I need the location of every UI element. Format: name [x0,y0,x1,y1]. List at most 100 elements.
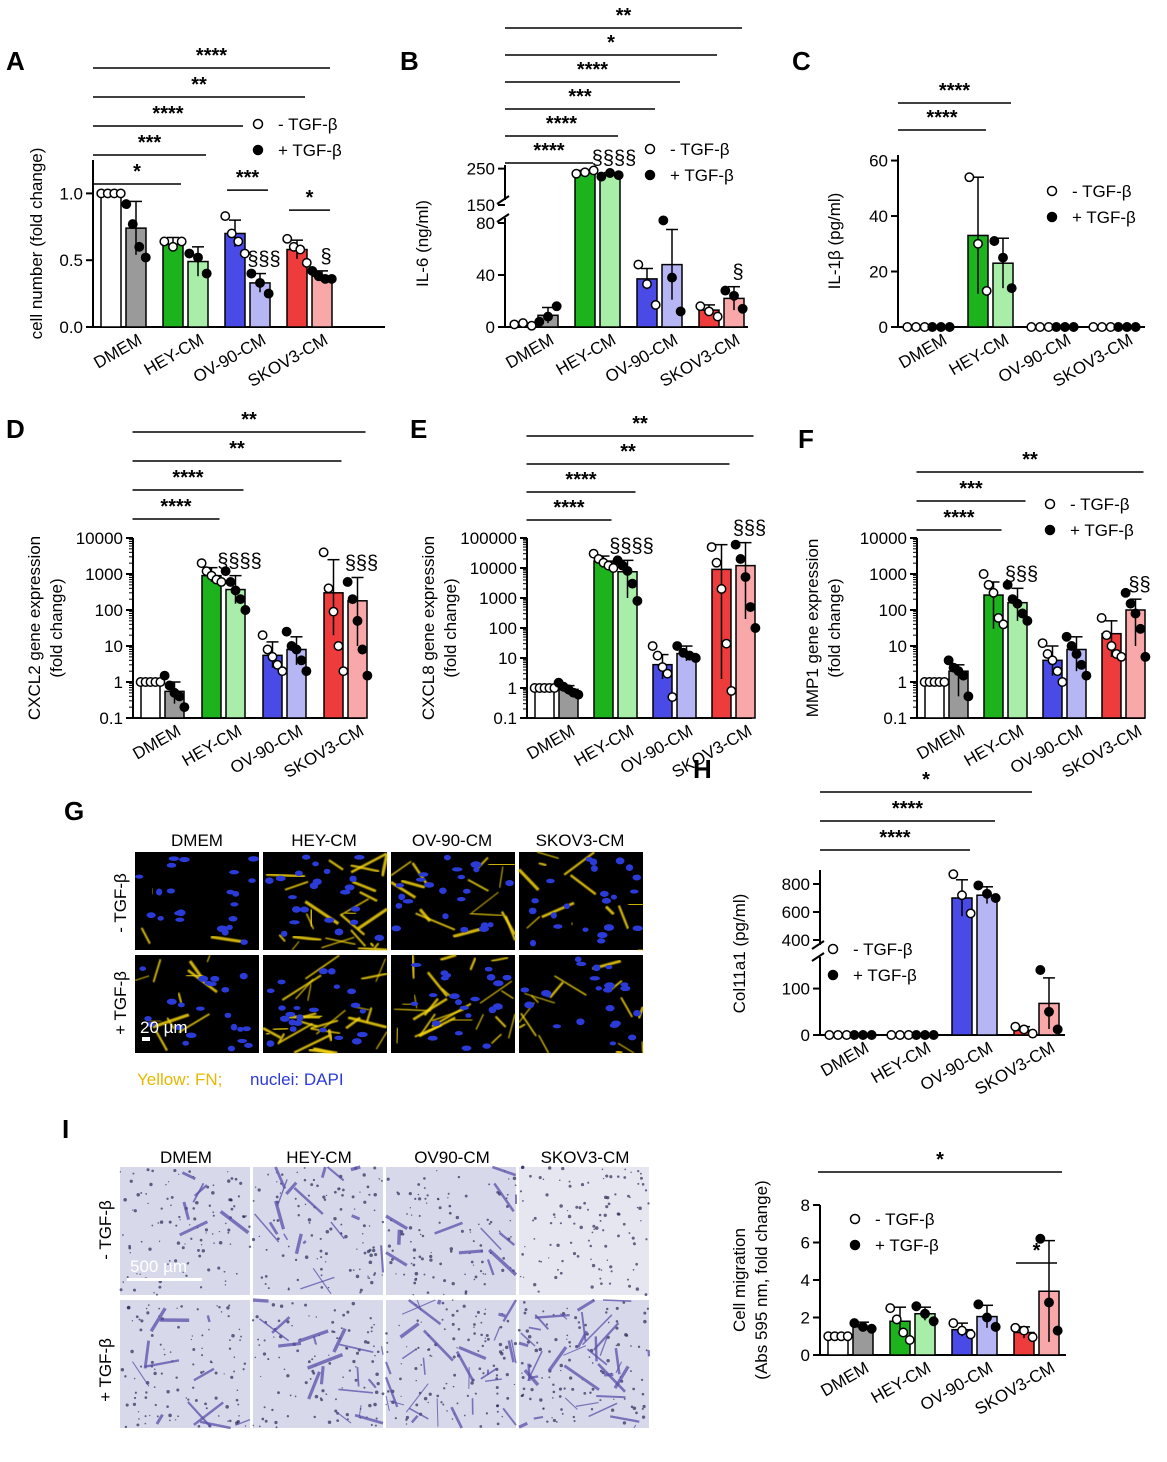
nucleus [553,924,563,929]
pore-dot [482,1372,485,1375]
data-point [140,252,151,263]
pore-dot [314,1394,319,1399]
data-point [993,613,1004,623]
y-tick-label: 100 [489,619,517,638]
pore-dot [356,1248,358,1250]
fibronectin-fiber [390,860,412,877]
pore-dot [561,1166,565,1171]
pore-dot [319,1397,322,1400]
pore-dot [599,1369,603,1373]
pore-dot [224,1284,227,1286]
pore-dot [623,1176,627,1179]
pore-dot [400,1363,402,1365]
pore-dot [319,1249,323,1253]
data-point [902,322,913,332]
fibronectin-fiber [154,1030,168,1052]
pore-dot [460,1229,464,1233]
pore-dot [163,1348,165,1351]
significance-label: **** [926,107,957,129]
pore-dot [331,1330,334,1333]
pore-dot [227,1171,229,1173]
pore-dot [189,1224,191,1226]
pore-dot [486,1337,490,1341]
pore-dot [532,1219,535,1222]
migrated-cell [193,1184,208,1197]
data-point [911,322,921,332]
data-point [675,306,686,317]
nucleus [460,926,469,933]
migrated-cell [385,1251,408,1267]
pore-dot [443,1293,445,1296]
migrated-cell [397,1229,402,1245]
migrated-cell [493,1326,501,1341]
data-point [712,311,723,322]
migrated-cell [547,1346,568,1372]
pore-dot [617,1234,620,1238]
nucleus [455,999,462,1006]
nucleus [308,1007,319,1013]
pore-dot [263,1339,266,1342]
nucleus [456,896,466,902]
y-axis-label: IL-6 (ng/ml) [413,200,432,287]
migrated-cell [518,1421,528,1429]
bar-dmem-minus [140,681,161,719]
pore-dot [600,1269,603,1271]
pore-dot [448,1204,452,1208]
pore-dot [606,1259,609,1262]
migrated-cell [599,1337,608,1356]
pore-dot [540,1260,543,1263]
pore-dot [646,1307,650,1310]
fibronectin-fiber [134,975,150,981]
pore-dot [376,1350,380,1354]
fibronectin-fiber [394,1008,432,1012]
data-point [307,265,318,276]
pore-dot [482,1273,485,1275]
pore-dot [185,1397,188,1399]
pore-dot [479,1270,483,1273]
pore-dot [375,1417,378,1420]
pore-dot [188,1170,191,1173]
nucleus [589,976,600,981]
pore-dot [637,1182,640,1185]
pore-dot [331,1320,335,1324]
pore-dot [371,1360,375,1363]
pore-dot [608,1282,612,1285]
legend-label: + TGF-β [853,966,917,985]
data-point [347,594,358,605]
pore-dot [386,1350,389,1353]
i-scale-bar [127,1278,202,1281]
fibronectin-fiber [530,994,539,1004]
data-point [965,908,976,919]
y-tick-label: 0 [486,318,495,337]
pore-dot [439,1262,443,1266]
nucleus [196,1006,205,1011]
pore-dot [381,1220,385,1224]
data-point [127,219,138,230]
pore-dot [223,1270,226,1273]
pore-dot [429,1354,432,1357]
pore-dot [136,1193,140,1197]
fibronectin-fiber [499,866,504,888]
migrated-cell [502,1407,517,1426]
pore-dot [275,1426,278,1429]
y-tick-label: 60 [869,152,888,171]
data-point [573,689,584,700]
fibronectin-fiber [262,1026,282,1039]
pore-dot [214,1371,218,1375]
pore-dot [251,1237,256,1242]
fibronectin-fiber [412,997,448,1021]
y-axis-label-line: MMP1 gene expression [803,539,822,718]
y-tick-label: 8 [801,1196,810,1215]
y-tick-label: 4 [801,1271,810,1290]
pore-dot [277,1391,280,1395]
pore-dot [286,1320,290,1324]
pore-dot [607,1321,610,1324]
pore-dot [593,1228,596,1230]
pore-dot [545,1323,549,1326]
pore-dot [623,1397,626,1400]
pore-dot [202,1370,205,1373]
legend-marker-plus [849,1239,861,1251]
nucleus [486,974,496,981]
g-tile [390,852,517,950]
